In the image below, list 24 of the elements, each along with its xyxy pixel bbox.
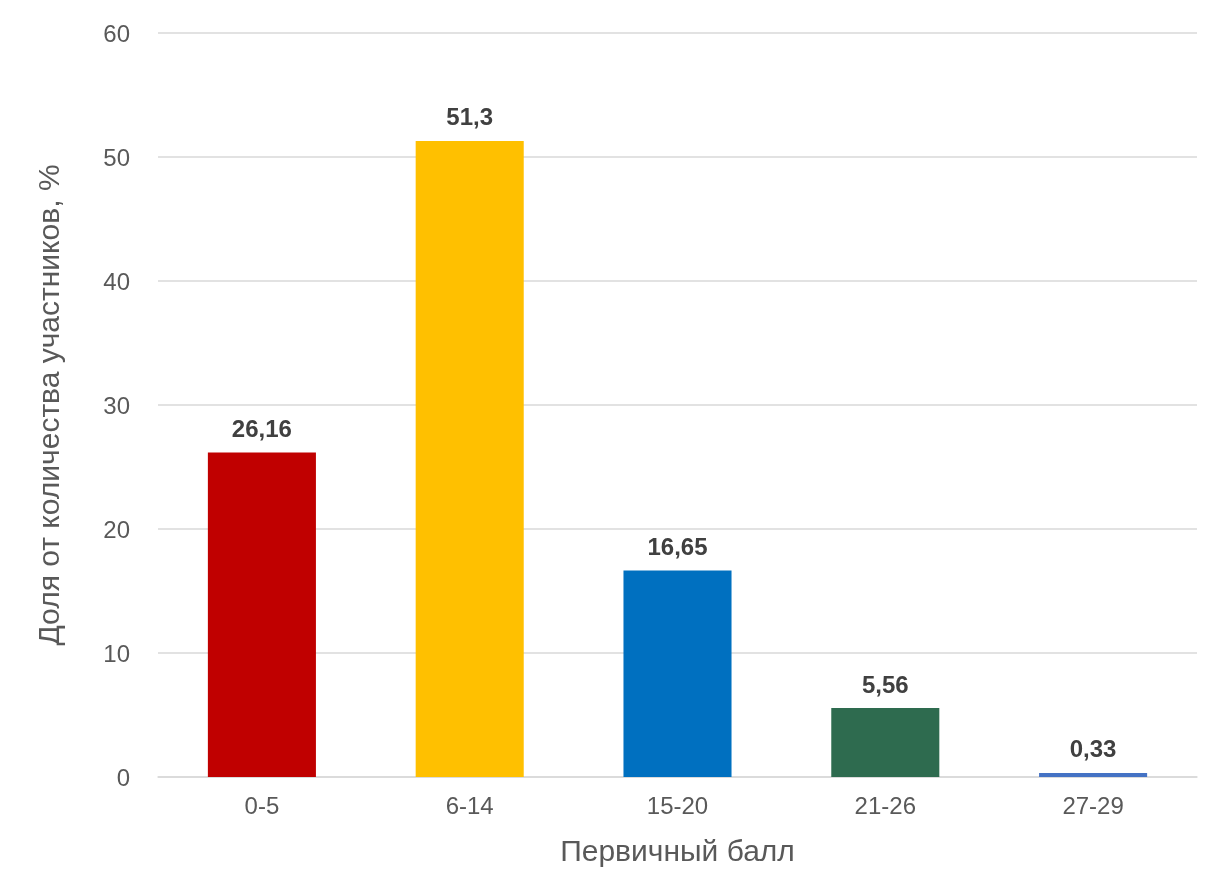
y-tick-label: 30 (103, 391, 130, 419)
y-tick-label: 60 (103, 19, 130, 47)
x-tick-label: 27-29 (1062, 791, 1124, 819)
bar (831, 708, 940, 777)
y-tick-label: 0 (116, 763, 130, 791)
data-label: 16,65 (647, 533, 708, 561)
data-label: 51,3 (446, 103, 494, 131)
x-tick-label: 21-26 (854, 791, 916, 819)
y-tick-label: 40 (103, 267, 130, 295)
y-tick-label: 10 (103, 639, 130, 667)
bar (1039, 772, 1148, 777)
x-tick-label: 15-20 (646, 791, 709, 819)
data-label: 0,33 (1069, 735, 1117, 763)
y-axis-title: Доля от количества участников, % (31, 164, 65, 646)
x-tick-label: 0-5 (244, 791, 280, 819)
bar (207, 452, 316, 777)
y-tick-label: 20 (103, 515, 130, 543)
x-tick-label: 6-14 (445, 791, 494, 819)
data-label: 26,16 (231, 415, 292, 443)
data-label: 5,56 (861, 670, 909, 698)
x-axis-title: Первичный балл (560, 833, 795, 867)
bar (623, 570, 732, 777)
y-tick-label: 50 (103, 143, 130, 171)
bar (415, 140, 524, 777)
